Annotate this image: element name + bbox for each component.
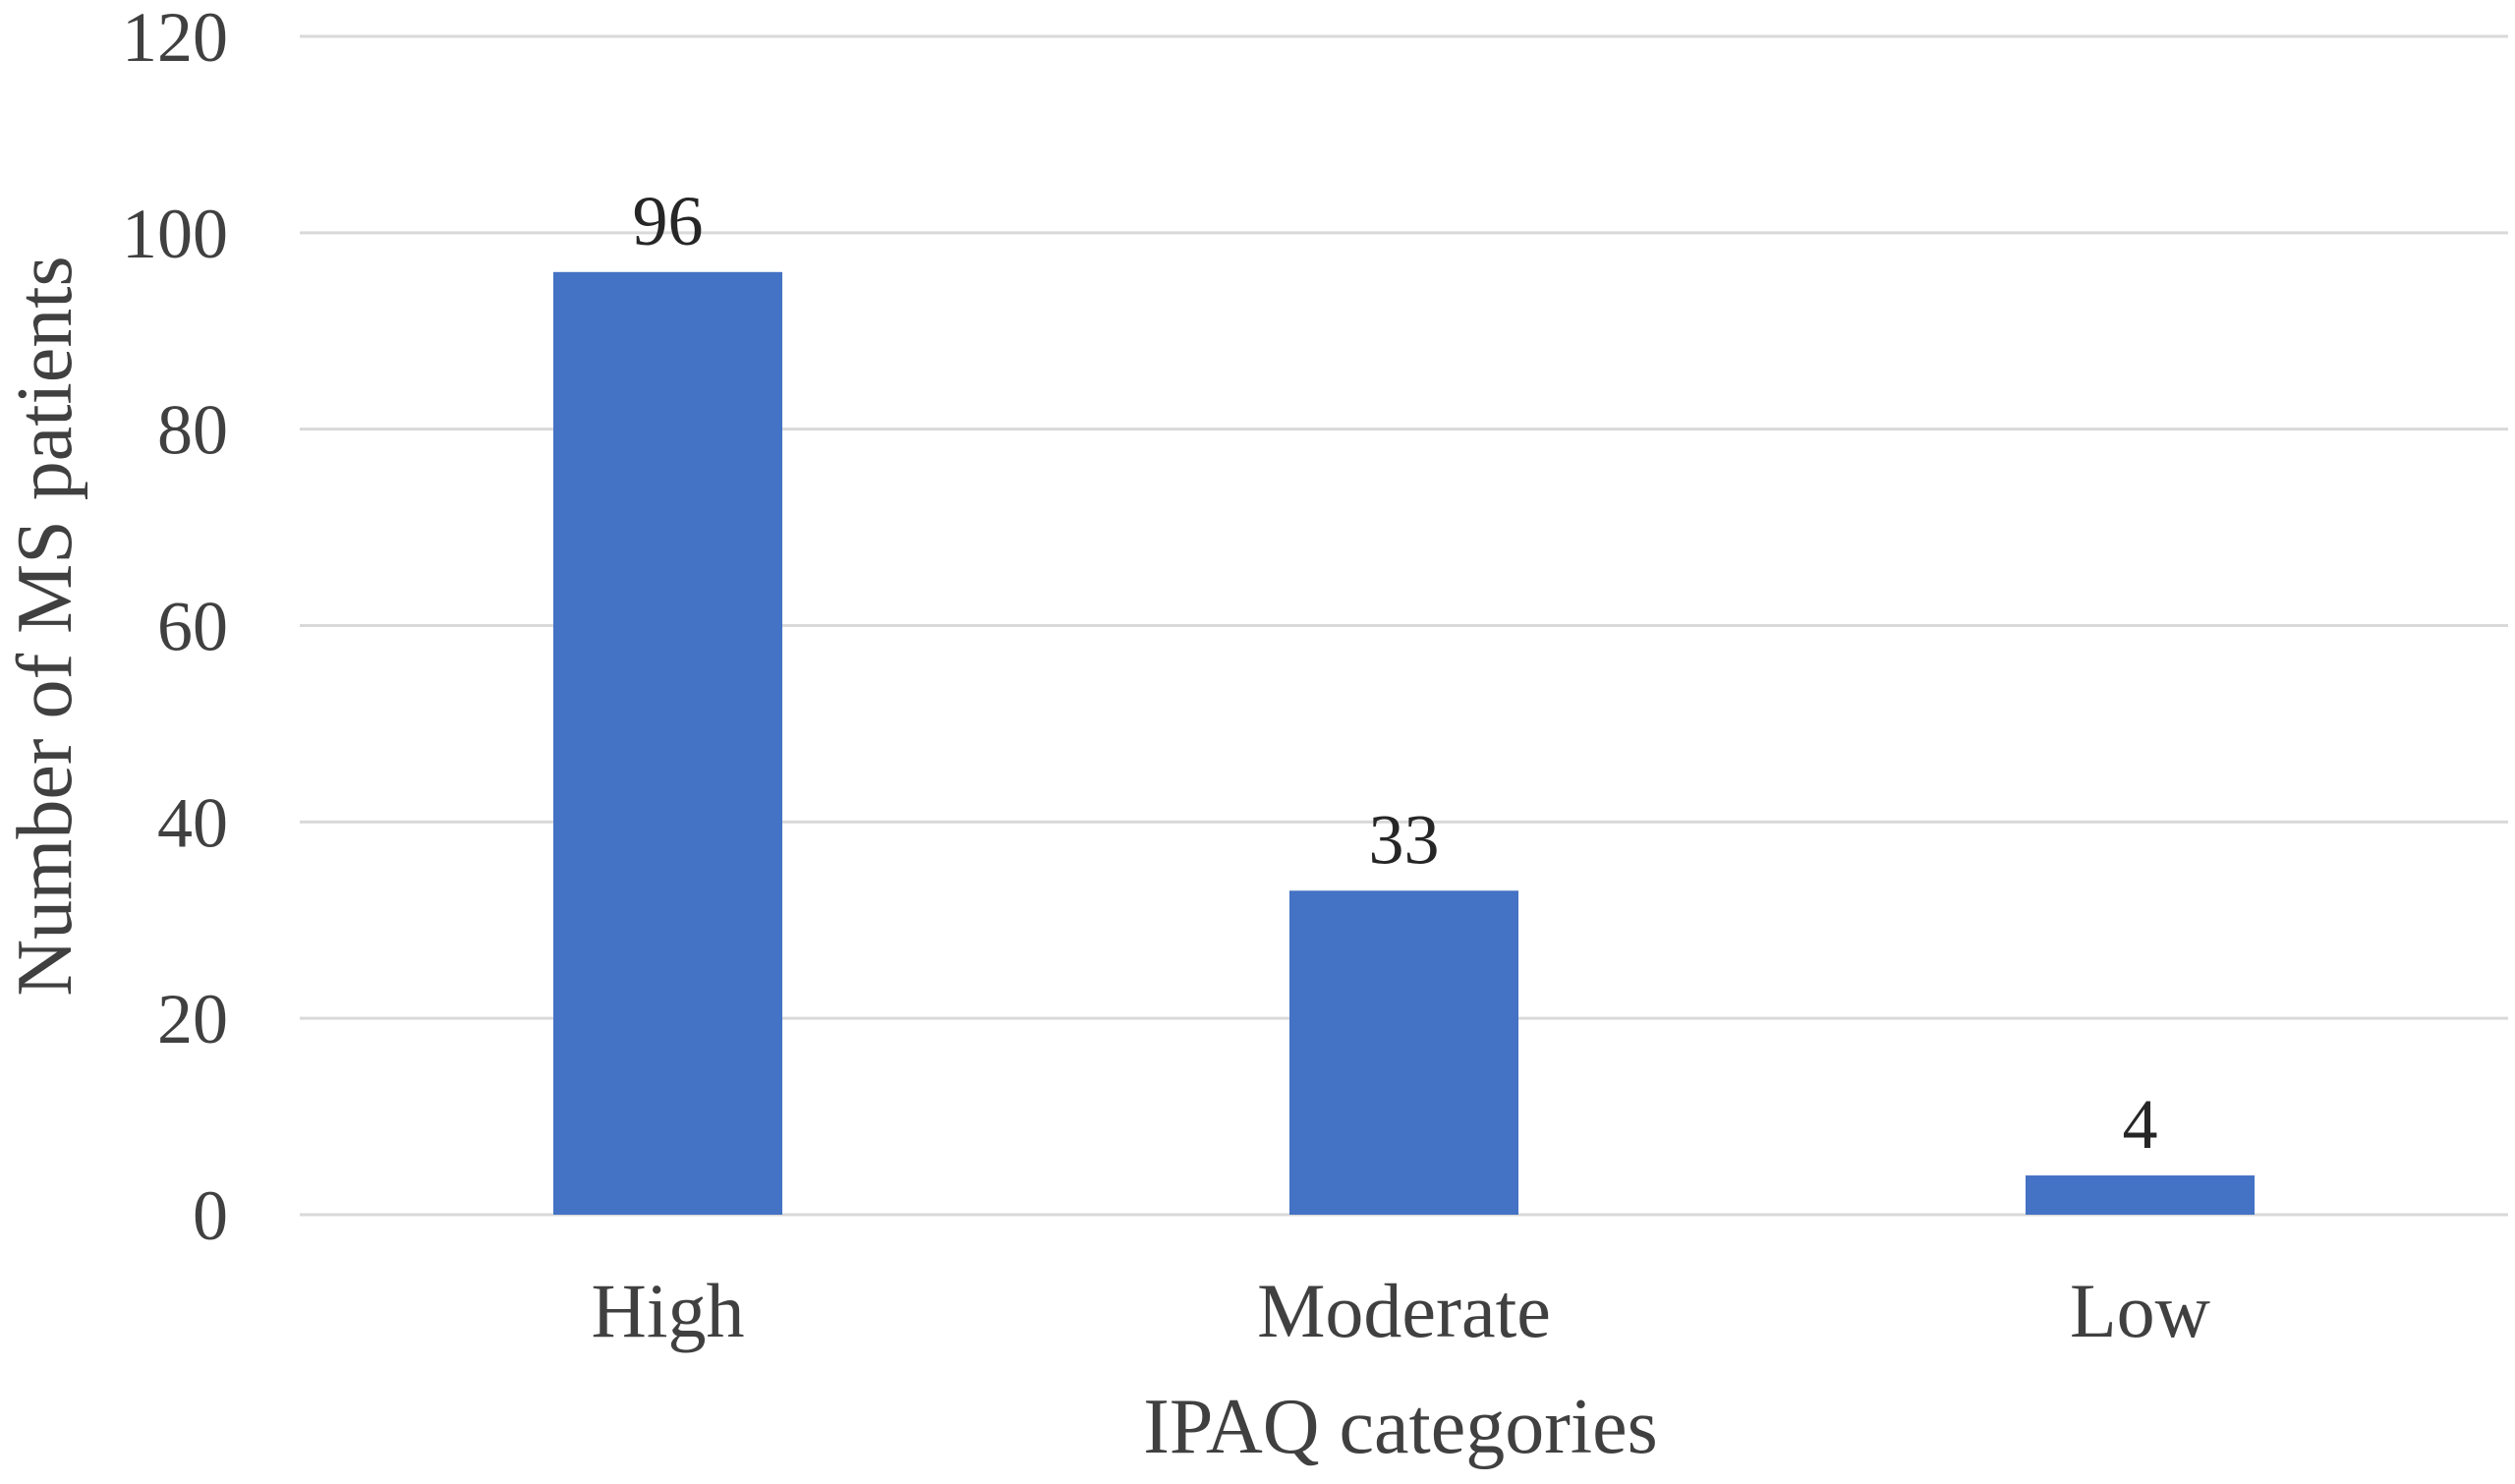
bar-moderate bbox=[1289, 890, 1518, 1215]
x-category-label-moderate: Moderate bbox=[1257, 1268, 1551, 1353]
data-label-low: 4 bbox=[2123, 1085, 2158, 1164]
x-category-label-low: Low bbox=[2070, 1268, 2210, 1353]
y-tick-label: 100 bbox=[122, 195, 228, 273]
data-labels: 96 33 4 bbox=[633, 182, 2158, 1164]
bars bbox=[553, 271, 2255, 1215]
y-tick-label: 20 bbox=[157, 980, 228, 1058]
data-label-high: 96 bbox=[633, 182, 704, 260]
y-tick-label: 40 bbox=[157, 783, 228, 862]
bar-high bbox=[553, 271, 782, 1215]
data-label-moderate: 33 bbox=[1369, 800, 1440, 879]
x-axis-categories: High Moderate Low bbox=[592, 1268, 2210, 1353]
y-tick-label: 60 bbox=[157, 588, 228, 666]
y-tick-label: 120 bbox=[122, 0, 228, 77]
x-category-label-high: High bbox=[592, 1268, 745, 1353]
y-axis-title: Number of MS patients bbox=[2, 256, 88, 996]
x-axis-title: IPAQ categories bbox=[1143, 1384, 1658, 1470]
y-axis-ticks: 0 20 40 60 80 100 120 bbox=[122, 0, 228, 1255]
bar-low bbox=[2026, 1175, 2255, 1215]
y-tick-label: 80 bbox=[157, 391, 228, 470]
y-tick-label: 0 bbox=[193, 1176, 228, 1255]
